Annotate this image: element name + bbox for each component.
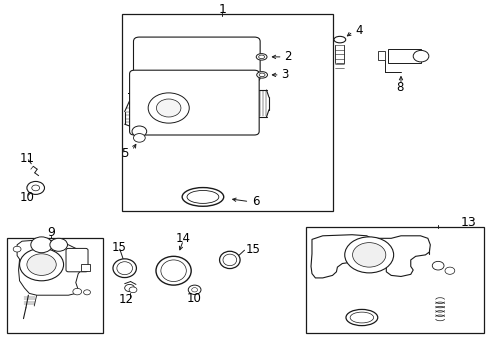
Text: 8: 8 (395, 81, 403, 94)
Polygon shape (310, 235, 429, 278)
Circle shape (73, 288, 81, 295)
Text: 6: 6 (251, 195, 259, 208)
Ellipse shape (182, 188, 223, 206)
Circle shape (129, 287, 137, 293)
Circle shape (133, 134, 145, 142)
Ellipse shape (333, 36, 345, 43)
Bar (122, 14, 332, 211)
FancyBboxPatch shape (133, 37, 260, 82)
Text: 15: 15 (245, 243, 260, 256)
FancyBboxPatch shape (129, 70, 259, 135)
Circle shape (188, 285, 201, 294)
Text: 11: 11 (20, 152, 35, 165)
Circle shape (124, 284, 134, 292)
Text: 2: 2 (284, 50, 291, 63)
Text: 10: 10 (20, 191, 34, 204)
Ellipse shape (349, 312, 373, 323)
Circle shape (444, 267, 454, 274)
Circle shape (344, 237, 393, 273)
Text: 9: 9 (47, 226, 55, 239)
Circle shape (156, 99, 181, 117)
Text: 4: 4 (354, 24, 362, 37)
Circle shape (13, 246, 21, 252)
Ellipse shape (259, 73, 264, 77)
Circle shape (27, 181, 44, 194)
Circle shape (31, 237, 52, 253)
Bar (81, 264, 90, 271)
Circle shape (32, 185, 40, 191)
Circle shape (431, 261, 443, 270)
Circle shape (50, 238, 67, 251)
Circle shape (20, 248, 63, 281)
Ellipse shape (117, 262, 132, 275)
Ellipse shape (223, 254, 236, 266)
Text: 13: 13 (460, 216, 476, 229)
Ellipse shape (258, 55, 264, 59)
Bar (305, 227, 483, 333)
Bar (378, 51, 384, 60)
Ellipse shape (156, 256, 191, 285)
Polygon shape (17, 239, 85, 295)
Bar (7, 238, 102, 333)
Circle shape (148, 93, 189, 123)
Ellipse shape (161, 260, 186, 282)
Bar (387, 49, 420, 63)
Text: 14: 14 (176, 232, 190, 245)
Circle shape (132, 126, 146, 137)
Text: 3: 3 (281, 68, 288, 81)
Text: 10: 10 (186, 292, 201, 305)
Ellipse shape (346, 310, 377, 325)
Circle shape (412, 50, 428, 62)
FancyBboxPatch shape (66, 248, 88, 272)
Text: 7: 7 (127, 92, 134, 105)
Ellipse shape (256, 54, 266, 60)
Circle shape (191, 288, 197, 292)
Ellipse shape (186, 190, 219, 203)
Text: 5: 5 (121, 147, 128, 159)
Circle shape (83, 290, 90, 295)
Circle shape (27, 254, 56, 275)
Text: 15: 15 (111, 241, 126, 254)
Circle shape (352, 243, 385, 267)
Ellipse shape (219, 251, 240, 269)
Ellipse shape (256, 72, 267, 78)
Text: 12: 12 (118, 293, 133, 306)
Ellipse shape (113, 259, 136, 278)
Text: 1: 1 (218, 3, 226, 15)
